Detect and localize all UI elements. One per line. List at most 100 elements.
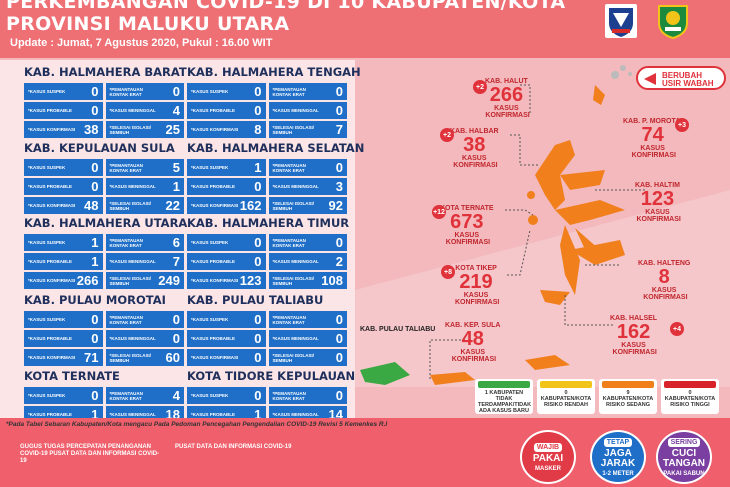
stat-value: 0 [335, 103, 343, 118]
badge-top: SERING [667, 437, 701, 447]
stat-label: *KASUS PROBABLE [191, 259, 236, 264]
legend-swatch [602, 381, 654, 388]
stat-cell-pemantauan: *PEMANTAUAN KONTAK ERAT 5 [105, 159, 184, 176]
stat-row: *KASUS PROBABLE 0 *KASUS MENINGGAL 0 [187, 330, 347, 347]
stat-value: 0 [172, 331, 180, 346]
legend-text: 9 KABUPATEN/KOTA RISIKO SEDANG [602, 390, 654, 408]
stat-cell-probable: *KASUS PROBABLE 0 [187, 178, 266, 195]
stat-value: 0 [91, 84, 99, 99]
stat-cell-meninggal: *KASUS MENINGGAL 0 [268, 330, 347, 347]
stat-value: 0 [254, 103, 262, 118]
stat-value: 1 [254, 407, 262, 422]
stat-label: *KASUS KONFIRMASI [191, 203, 239, 208]
legend-text: 0 KABUPATEN/KOTA RISIKO TINGGI [664, 390, 716, 408]
stat-label: *SELESAI ISOLASI/ SEMBUH [272, 124, 315, 135]
stat-cell-selesai: *SELESAI ISOLASI/ SEMBUH 60 [105, 349, 184, 366]
badge-bot: 1-2 METER [602, 470, 634, 477]
stat-value: 0 [335, 160, 343, 175]
stat-row: *KASUS SUSPEK 0 *PEMANTAUAN KONTAK ERAT 0 [187, 234, 347, 251]
stat-value: 123 [239, 273, 262, 288]
stat-row: *KASUS PROBABLE 0 *KASUS MENINGGAL 0 [187, 102, 347, 119]
stat-value: 0 [91, 388, 99, 403]
stat-value: 6 [172, 235, 180, 250]
badge-mid: PAKAI [532, 452, 564, 464]
map-callout: KAB. HALTIM 123 KASUS KONFIRMASI [635, 182, 681, 223]
stat-row: *KASUS KONFIRMASI 71 *SELESAI ISOLASI/ SEM… [24, 349, 184, 366]
stat-label: *KASUS KONFIRMASI [191, 127, 239, 132]
maluku-utara-emblem-icon [658, 5, 688, 39]
stat-value: 0 [172, 312, 180, 327]
stat-cell-suspek: *KASUS SUSPEK 1 [187, 159, 266, 176]
badge-bot: PAKAI SABUN [663, 470, 705, 477]
legend-item: 0 KABUPATEN/KOTA RISIKO RENDAH [537, 379, 595, 414]
stat-cell-probable: *KASUS PROBABLE 0 [187, 253, 266, 270]
stat-label: *KASUS KONFIRMASI [28, 355, 76, 360]
callout-name: KAB. P. MOROTAI [623, 118, 683, 125]
stat-cell-selesai: *SELESAI ISOLASI/ SEMBUH 25 [105, 121, 184, 138]
legend-swatch [540, 381, 592, 388]
stat-cell-probable: *KASUS PROBABLE 0 [24, 330, 103, 347]
berubah-badge: BERUBAH USIR WABAH [636, 66, 726, 90]
stat-cell-suspek: *KASUS SUSPEK 0 [24, 83, 103, 100]
stat-cell-probable: *KASUS PROBABLE 0 [24, 102, 103, 119]
stat-value: 3 [335, 179, 343, 194]
stat-cell-suspek: *KASUS SUSPEK 0 [24, 311, 103, 328]
callout-value: 38 [463, 134, 486, 156]
stat-value: 1 [172, 179, 180, 194]
region-card: KAB. HALMAHERA UTARA *KASUS SUSPEK 1 *PEMAN… [24, 215, 187, 289]
stat-label: *SELESAI ISOLASI/ SEMBUH [272, 200, 315, 211]
stat-value: 25 [165, 122, 180, 137]
stat-cell-suspek: *KASUS SUSPEK 0 [187, 387, 266, 404]
stat-cell-konfirmasi: *KASUS KONFIRMASI 162 [187, 197, 266, 214]
stat-label: *KASUS MENINGGAL [109, 259, 156, 264]
stat-cell-suspek: *KASUS SUSPEK 0 [187, 311, 266, 328]
arrow-left-icon [644, 73, 656, 85]
callout-value: 123 [640, 188, 675, 210]
map-callout: KAB. HALSEL 162 KASUS KONFIRMASI [610, 315, 657, 356]
map-callout: KAB. HALUT 266 KASUS KONFIRMASI [485, 78, 530, 119]
stat-cell-meninggal: *KASUS MENINGGAL 3 [268, 178, 347, 195]
stat-value: 71 [84, 350, 99, 365]
health-badge: TETAP JAGA JARAK 1-2 METER [590, 430, 646, 484]
stat-value: 1 [91, 254, 99, 269]
callout-name: KAB. HALTENG [638, 260, 691, 267]
stat-value: 0 [254, 254, 262, 269]
stat-label: *PEMANTAUAN KONTAK ERAT [109, 390, 143, 401]
stat-value: 0 [254, 84, 262, 99]
stat-label: *KASUS SUSPEK [28, 240, 66, 245]
stat-label: *PEMANTAUAN KONTAK ERAT [272, 86, 306, 97]
stat-row: *KASUS PROBABLE 0 *KASUS MENINGGAL 2 [187, 253, 347, 270]
stat-cell-probable: *KASUS PROBABLE 0 [187, 102, 266, 119]
health-badge: SERING CUCI TANGAN PAKAI SABUN [656, 430, 712, 484]
stat-cell-pemantauan: *PEMANTAUAN KONTAK ERAT 0 [268, 311, 347, 328]
stat-value: 0 [254, 179, 262, 194]
map-callout: KAB. P. MOROTAI 74 KASUS KONFIRMASI [623, 118, 682, 159]
stat-value: 38 [84, 122, 99, 137]
map-label-taliabu: KAB. PULAU TALIABU [360, 326, 436, 333]
stat-label: *KASUS MENINGGAL [272, 259, 319, 264]
stat-label: *KASUS KONFIRMASI [28, 203, 76, 208]
badge-bot: MASKER [534, 465, 561, 472]
stat-cell-probable: *KASUS PROBABLE 1 [24, 253, 103, 270]
stat-cell-konfirmasi: *KASUS KONFIRMASI 8 [187, 121, 266, 138]
stat-cell-meninggal: *KASUS MENINGGAL 7 [105, 253, 184, 270]
stat-value: 1 [91, 407, 99, 422]
stat-value: 1 [254, 160, 262, 175]
callout-name: KOTA TERNATE [440, 205, 494, 212]
stat-label: *PEMANTAUAN KONTAK ERAT [272, 314, 306, 325]
region-card: KAB. KEPULAUAN SULA *KASUS SUSPEK 0 *PEMANT… [24, 140, 184, 214]
stat-value: 4 [172, 103, 180, 118]
stat-row: *KASUS KONFIRMASI 0 *SELESAI ISOLASI/ SEMB… [187, 349, 347, 366]
region-card: KAB. HALMAHERA TENGAH *KASUS SUSPEK 0 *PEMA… [187, 64, 361, 138]
stat-label: *PEMANTAUAN KONTAK ERAT [272, 390, 306, 401]
stat-value: 249 [158, 273, 180, 288]
stat-value: 92 [328, 198, 343, 213]
callout-name: KOTA TIKEP [455, 265, 497, 272]
new-case-badge: +4 [670, 322, 684, 336]
callout-kasus: KASUS KONFIRMASI [612, 342, 657, 356]
maluku-utara-map [355, 65, 730, 387]
stat-label: *SELESAI ISOLASI/ SEMBUH [272, 275, 315, 286]
callout-kasus: KASUS KONFIRMASI [451, 349, 497, 363]
region-name: KAB. HALMAHERA TIMUR [187, 216, 350, 230]
stat-value: 0 [335, 312, 343, 327]
